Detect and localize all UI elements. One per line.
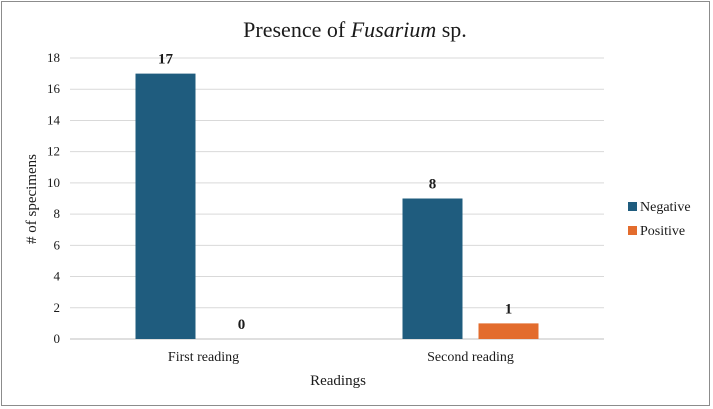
y-tick-label: 0: [54, 331, 61, 346]
chart-title-tail: sp.: [436, 17, 467, 42]
chart-title-italic: Fusarium: [350, 17, 437, 42]
chart-title-main: Presence of: [243, 17, 351, 42]
y-tick-label: 16: [47, 81, 61, 96]
y-tick-label: 8: [54, 206, 61, 221]
y-tick-labels: 0 2 4 6 8 10 12 14 16 18: [47, 50, 61, 346]
y-tick-label: 2: [54, 300, 61, 315]
chart-title: Presence of Fusarium sp.: [243, 17, 467, 42]
y-tick-label: 14: [47, 112, 61, 127]
x-axis-label: Readings: [310, 373, 366, 389]
y-tick-label: 4: [54, 269, 61, 284]
y-tick-label: 18: [47, 50, 60, 65]
y-tick-label: 6: [54, 237, 61, 252]
y-axis-label: # of specimens: [24, 154, 40, 244]
bar-negative-1: [135, 73, 196, 339]
legend-label-negative: Negative: [640, 200, 691, 215]
x-tick-label: Second reading: [427, 350, 514, 365]
data-label: 1: [505, 301, 513, 317]
legend-label-positive: Positive: [640, 224, 685, 239]
bar-negative-2: [402, 198, 463, 339]
data-label: 17: [158, 52, 174, 68]
legend-swatch-positive: [628, 226, 637, 235]
data-label: 8: [429, 177, 437, 193]
bar-positive-2: [478, 323, 539, 339]
x-tick-label: First reading: [168, 350, 239, 365]
y-tick-label: 10: [47, 175, 60, 190]
y-tick-label: 12: [47, 144, 60, 159]
bars: 17 0 8 1: [135, 52, 539, 339]
legend: Negative Positive: [628, 200, 691, 239]
legend-swatch-negative: [628, 202, 637, 211]
data-label: 0: [238, 317, 246, 333]
x-tick-labels: First reading Second reading: [168, 350, 514, 365]
